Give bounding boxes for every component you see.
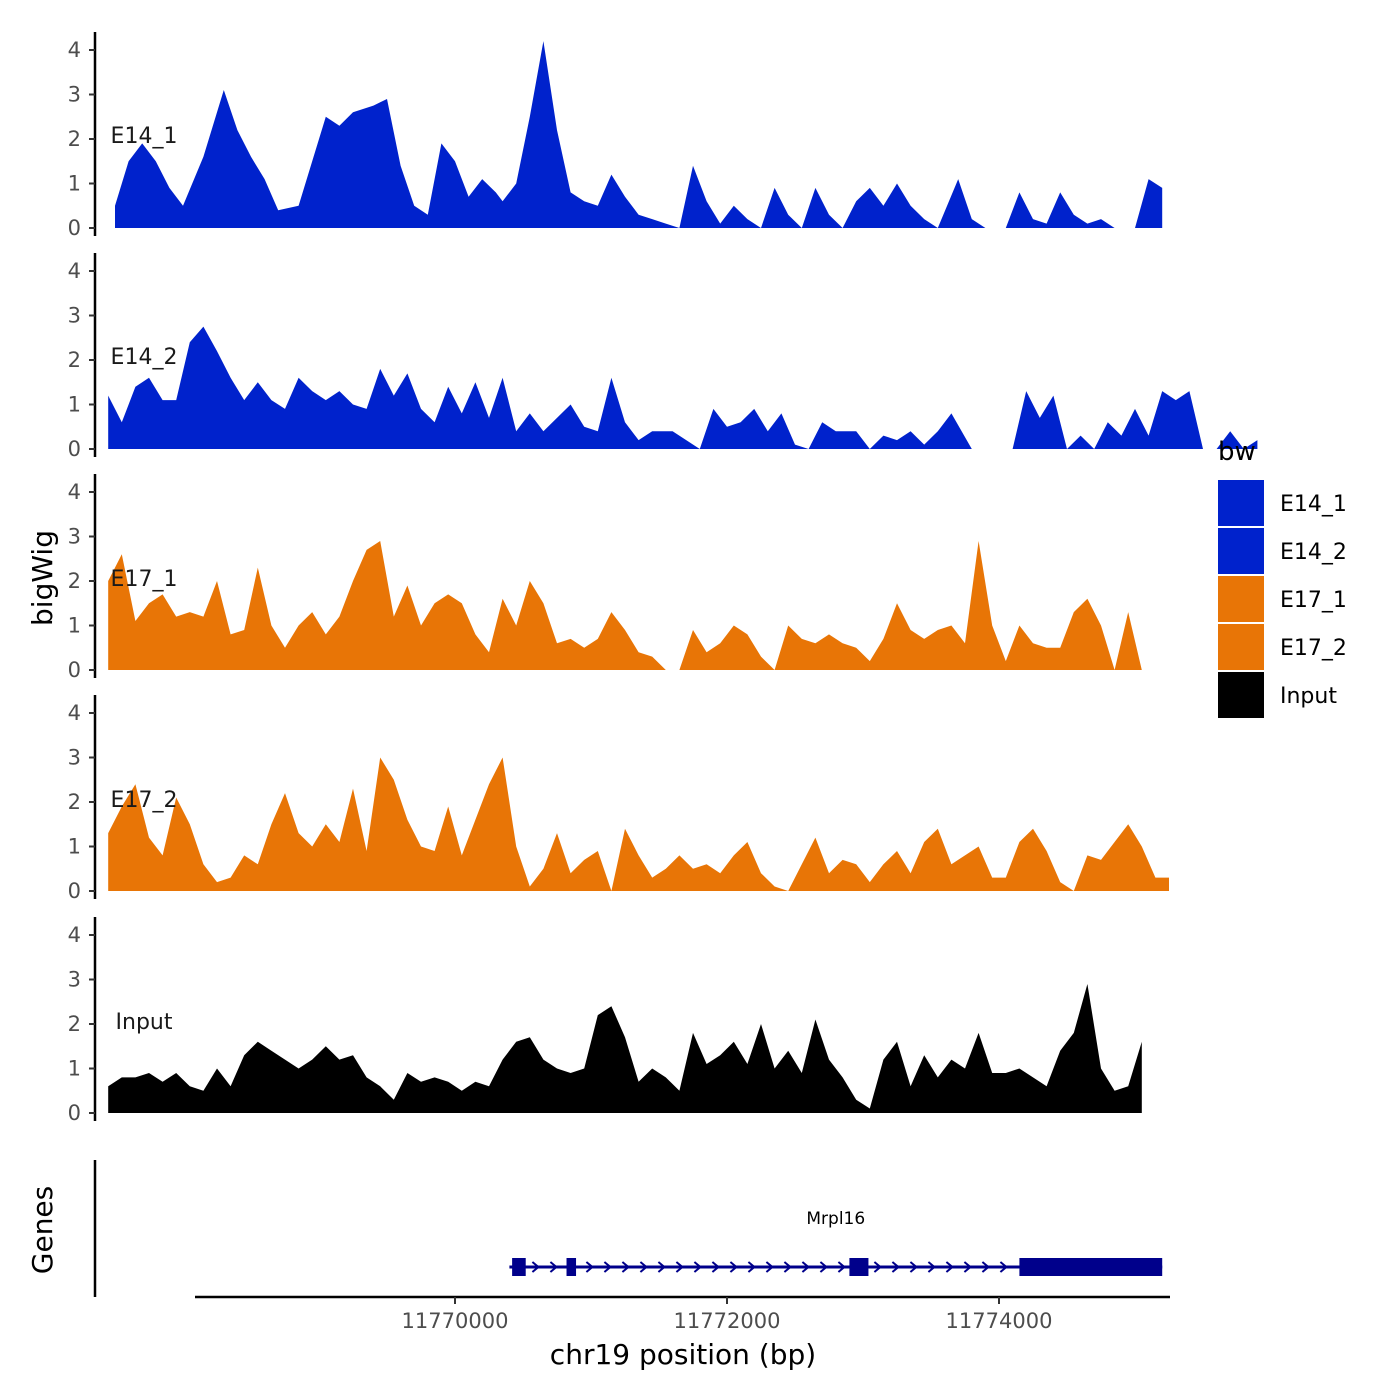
track-label-Input: Input: [116, 1010, 173, 1035]
gene-strand-chevron: [657, 1261, 666, 1273]
y-tick-label: 2: [68, 127, 81, 151]
gene-strand-chevron: [783, 1261, 792, 1273]
y-tick-label: 3: [68, 304, 81, 328]
legend-swatch-E14_1: [1218, 480, 1264, 526]
gene-strand-chevron: [711, 1261, 720, 1273]
gene-strand-chevron: [999, 1261, 1008, 1273]
signal-tracks: 0 1 2 3 4 E14_1 0 1 2 3 4 E14_2 0 1 2 3 4 E17_1 0 1 2 3 4 E17_2…: [68, 32, 1258, 1125]
track-Input: 0 1 2 3 4 Input: [68, 917, 1142, 1125]
y-tick-label: 1: [68, 172, 81, 196]
x-tick-label: 11774000: [946, 1309, 1053, 1333]
genes-panel-title: Genes: [26, 1186, 59, 1274]
y-tick-label: 3: [68, 83, 81, 107]
y-tick-label: 1: [68, 614, 81, 638]
y-tick-label: 4: [68, 480, 81, 504]
gene-strand-chevron: [981, 1261, 990, 1273]
x-tick-label: 11772000: [674, 1309, 781, 1333]
y-tick-label: 0: [68, 658, 81, 682]
signal-area-E14_1: [115, 41, 1163, 228]
signal-area-E14_2: [108, 326, 1258, 449]
gene-strand-chevron: [891, 1261, 900, 1273]
y-tick-label: 3: [68, 525, 81, 549]
gene-strand-chevron: [675, 1261, 684, 1273]
gene-strand-chevron: [603, 1261, 612, 1273]
y-tick-label: 1: [68, 393, 81, 417]
track-E17_1: 0 1 2 3 4 E17_1: [68, 474, 1142, 682]
gene-strand-chevron: [801, 1261, 810, 1273]
gene-exon: [1019, 1258, 1163, 1276]
x-tick-label: 11770000: [402, 1309, 509, 1333]
track-label-E17_1: E17_1: [111, 567, 178, 592]
legend-label-E17_2: E17_2: [1280, 636, 1347, 661]
y-tick-label: 2: [68, 790, 81, 814]
gene-strand-chevron: [729, 1261, 738, 1273]
gene-label: Mrpl16: [806, 1209, 865, 1229]
y-tick-label: 1: [68, 1057, 81, 1081]
genes-panel: Mrpl16: [93, 1160, 1163, 1297]
gene-exon: [512, 1258, 526, 1276]
gene-Mrpl16: Mrpl16: [509, 1209, 1163, 1276]
gene-strand-chevron: [945, 1261, 954, 1273]
legend-swatch-E17_1: [1218, 576, 1264, 622]
y-tick-label: 0: [68, 879, 81, 903]
y-tick-label: 0: [68, 216, 81, 240]
gene-strand-chevron: [621, 1261, 630, 1273]
x-axis-title: chr19 position (bp): [550, 1338, 816, 1371]
y-tick-label: 4: [68, 701, 81, 725]
y-tick-label: 0: [68, 437, 81, 461]
gene-strand-chevron: [963, 1261, 972, 1273]
gene-strand-chevron: [747, 1261, 756, 1273]
gene-strand-chevron: [927, 1261, 936, 1273]
gene-exon: [849, 1258, 869, 1276]
signal-area-E17_1: [108, 541, 1142, 670]
legend-label-E14_2: E14_2: [1280, 540, 1347, 565]
legend-title: bw: [1218, 437, 1256, 467]
gene-strand-chevron: [819, 1261, 828, 1273]
y-tick-label: 0: [68, 1101, 81, 1125]
y-tick-label: 4: [68, 923, 81, 947]
y-tick-label: 4: [68, 259, 81, 283]
gene-strand-chevron: [837, 1261, 846, 1273]
track-label-E14_1: E14_1: [111, 124, 178, 149]
gene-exon: [566, 1258, 577, 1276]
y-tick-label: 1: [68, 835, 81, 859]
legend-swatch-E14_2: [1218, 528, 1264, 574]
track-label-E14_2: E14_2: [111, 345, 178, 370]
y-tick-label: 3: [68, 968, 81, 992]
gene-strand-chevron: [585, 1261, 594, 1273]
track-E14_2: 0 1 2 3 4 E14_2: [68, 253, 1258, 461]
gene-strand-chevron: [639, 1261, 648, 1273]
signal-area-Input: [108, 984, 1142, 1113]
legend-swatch-Input: [1218, 672, 1264, 718]
track-label-E17_2: E17_2: [111, 788, 178, 813]
legend: bw E14_1 E14_2 E17_1 E17_2 Input: [1218, 437, 1347, 718]
gene-strand-chevron: [693, 1261, 702, 1273]
y-tick-label: 2: [68, 1012, 81, 1036]
legend-swatch-E17_2: [1218, 624, 1264, 670]
gene-strand-chevron: [549, 1261, 558, 1273]
gene-strand-chevron: [909, 1261, 918, 1273]
gene-strand-chevron: [531, 1261, 540, 1273]
signal-area-E17_2: [108, 757, 1170, 891]
y-tick-label: 2: [68, 569, 81, 593]
y-tick-label: 4: [68, 38, 81, 62]
track-E14_1: 0 1 2 3 4 E14_1: [68, 32, 1163, 240]
y-tick-label: 2: [68, 348, 81, 372]
gene-strand-chevron: [873, 1261, 882, 1273]
x-axis: 11770000 11772000 11774000: [195, 1295, 1170, 1333]
gene-strand-chevron: [765, 1261, 774, 1273]
legend-label-E14_1: E14_1: [1280, 492, 1347, 517]
track-E17_2: 0 1 2 3 4 E17_2: [68, 695, 1170, 903]
legend-label-Input: Input: [1280, 684, 1337, 709]
y-axis-title: bigWig: [26, 530, 59, 626]
legend-label-E17_1: E17_1: [1280, 588, 1347, 613]
y-tick-label: 3: [68, 746, 81, 770]
